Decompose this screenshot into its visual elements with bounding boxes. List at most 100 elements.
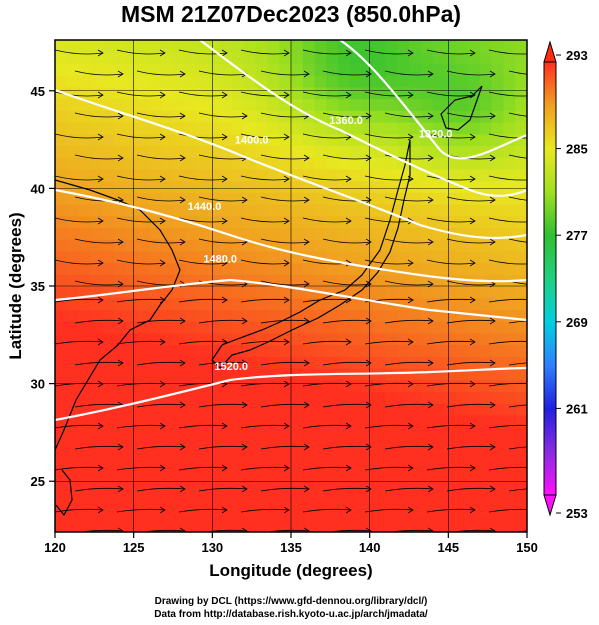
heat-cell [149,438,162,451]
heat-cell [78,122,91,135]
streamline [384,487,434,492]
heat-cell [468,403,481,416]
heat-cell [243,51,257,64]
heat-cell [196,86,209,100]
heat-cell [66,332,80,346]
heat-cell [161,192,174,205]
heat-cell [468,133,481,146]
heat-cell [479,297,493,310]
heat-cell [208,250,221,264]
heat-cell [196,414,209,428]
heat-cell [161,426,174,439]
heat-cell [208,391,221,404]
heat-cell [161,110,174,123]
heat-cell [125,86,139,100]
heat-cell [515,86,527,100]
streamline [426,424,476,429]
heat-cell [208,286,221,299]
heat-cell [220,473,233,486]
heat-cell [232,403,245,416]
heat-cell [114,344,127,357]
heat-cell [161,227,174,240]
heat-cell [173,309,186,322]
heat-cell [444,496,457,510]
heat-cell [255,379,268,392]
streamline-arrow [283,91,290,99]
heat-cell [338,438,351,451]
y-tick-label: 45 [31,84,45,99]
streamline-arrow [552,528,557,534]
heat-cell [243,321,257,334]
heat-cell [173,86,186,100]
heat-cell [267,368,280,381]
heat-cell [232,321,245,334]
heat-cell [314,274,327,287]
heat-cell [479,426,493,439]
streamline [384,280,434,286]
heat-cell [338,133,351,146]
heat-cell [137,461,150,474]
heat-cell [314,75,327,88]
heat-cell [161,63,174,76]
heat-cell [479,40,493,53]
streamline-arrow [427,196,434,204]
heat-cell [114,485,127,498]
heat-cell [90,438,103,451]
heat-cell [432,40,445,53]
heat-cell [397,204,410,217]
heat-cell [409,508,422,521]
heat-cell [420,403,434,416]
heat-cell [350,180,363,193]
heat-cell [149,180,162,193]
heat-cell [196,485,209,498]
heat-cell [114,239,127,252]
streamline [240,340,290,345]
heat-cell [291,403,304,416]
heat-cell [279,227,292,240]
streamline [426,466,476,471]
heat-cell [456,379,469,392]
heat-cell [114,63,127,76]
heat-cell [137,297,150,310]
heat-cell [161,321,174,334]
heat-cell [361,473,375,486]
heat-cell [468,63,481,76]
heat-cell [66,204,80,217]
streamline-arrow [365,401,372,409]
streamline-arrow [117,527,124,532]
heat-cell [137,356,150,369]
streamline [488,133,527,139]
heat-cell [279,391,292,404]
streamline [364,382,414,387]
heat-cell [279,40,292,53]
heat-cell [503,379,516,392]
heat-cell [397,250,410,264]
heat-cell [161,309,174,322]
heat-cell [444,110,457,123]
heat-cell [232,461,245,474]
heat-cell [114,274,127,287]
heat-cell [432,414,445,428]
heat-cell [456,309,469,322]
heat-cell [515,180,527,193]
heat-cell [232,168,245,182]
heat-cell [243,356,257,369]
heat-cell [90,168,103,182]
heat-cell [326,274,339,287]
heat-cell [184,250,198,264]
heat-cell [114,496,127,510]
heat-cell [326,508,339,521]
streamline-arrow [489,196,496,204]
heat-cell [361,450,375,463]
heat-cell [302,227,316,240]
streamline [302,508,352,513]
heat-cell [149,40,162,53]
streamline-arrow [283,49,290,57]
heat-cell [161,204,174,217]
heat-cell [350,145,363,158]
heat-cell [184,332,198,346]
heat-cell [479,485,493,498]
heat-cell [208,75,221,88]
heat-cell [208,414,221,428]
heat-cell [373,86,386,100]
